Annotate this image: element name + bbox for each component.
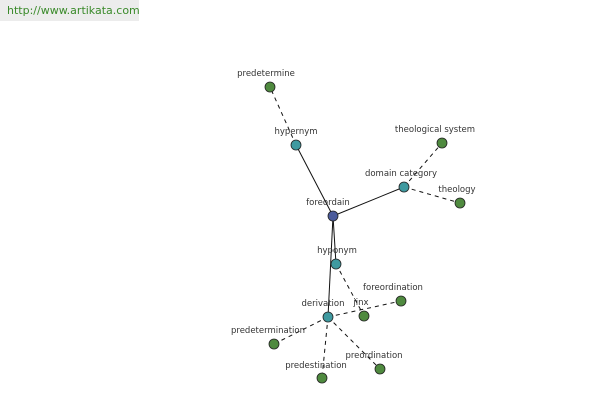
node-leaf [454,197,466,209]
dashed-edge [321,316,329,379]
dashed-edge [403,186,461,204]
edge [332,186,405,217]
node-leaf [264,81,276,93]
node-leaf [316,372,328,384]
node-label[interactable]: theology [438,185,475,195]
dashed-edge [403,142,443,188]
node-label[interactable]: derivation [301,299,344,309]
edge [332,215,337,265]
dashed-edge [269,86,297,146]
node-leaf [268,338,280,350]
dashed-edge [335,263,365,317]
node-label[interactable]: predetermine [237,69,295,79]
node-label[interactable]: preordination [345,351,402,361]
dashed-edge [273,316,329,345]
node-label[interactable]: domain category [365,169,437,179]
node-label[interactable]: predestination [285,361,347,371]
node-leaf [395,295,407,307]
node-rel [322,311,334,323]
node-label[interactable]: foreordain [306,198,350,208]
edge [295,144,334,217]
node-label[interactable]: hyponym [317,246,357,256]
node-root [327,210,339,222]
node-leaf [358,310,370,322]
site-url[interactable]: http://www.artikata.com [0,0,140,21]
node-label[interactable]: predetermination [231,326,305,336]
node-label[interactable]: theological system [395,125,475,135]
node-rel [330,258,342,270]
node-rel [398,181,410,193]
node-leaf [436,137,448,149]
edge [327,215,334,318]
node-label[interactable]: hypernym [274,127,317,137]
node-label[interactable]: jinx [352,298,368,308]
node-leaf [374,363,386,375]
node-rel [290,139,302,151]
node-label[interactable]: foreordination [363,283,423,293]
